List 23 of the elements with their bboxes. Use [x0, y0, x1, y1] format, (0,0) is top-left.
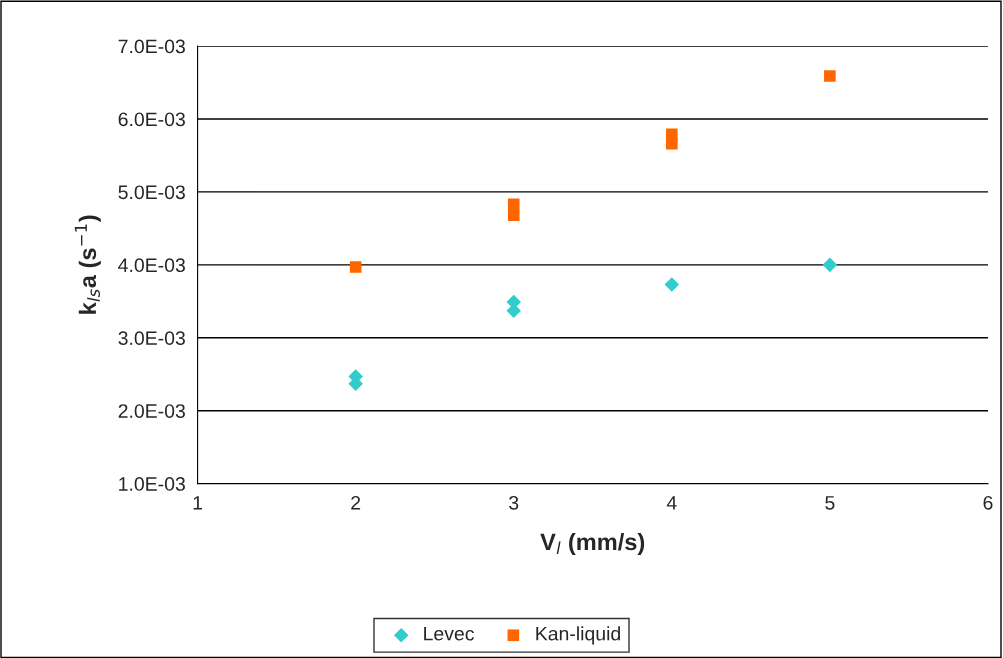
point: [664, 277, 680, 292]
y-tick-label: 4.0E-03: [118, 258, 185, 273]
x-tick-label: 6: [983, 495, 993, 510]
point: [666, 137, 678, 150]
legend-label: Levec: [424, 626, 474, 641]
y-tick-label: 2.0E-03: [118, 404, 185, 418]
y-tick-label: 3.0E-03: [118, 331, 185, 346]
point: [824, 70, 836, 82]
y-axis-title: k$_{ls}$a (s$^{−1}$): [74, 215, 101, 314]
y-tick-label: 5.0E-03: [118, 185, 185, 200]
x-tick-label: 2: [351, 495, 361, 510]
point: [822, 257, 838, 273]
y-tick-label: 7.0E-03: [118, 39, 185, 54]
y-tick-label: 6.0E-03: [118, 112, 185, 127]
x-tick-label: 3: [509, 495, 519, 510]
point: [507, 209, 520, 222]
y-tick-label: 1.0E-03: [119, 477, 185, 491]
point: [349, 261, 362, 273]
x-axis-title: V$_{l}$ (mm/s): [540, 533, 645, 556]
x-tick-label: 5: [825, 496, 835, 510]
x-tick-label: 1: [193, 496, 203, 510]
x-tick-label: 4: [666, 496, 677, 510]
legend-label: Kan-liquid: [536, 626, 620, 645]
